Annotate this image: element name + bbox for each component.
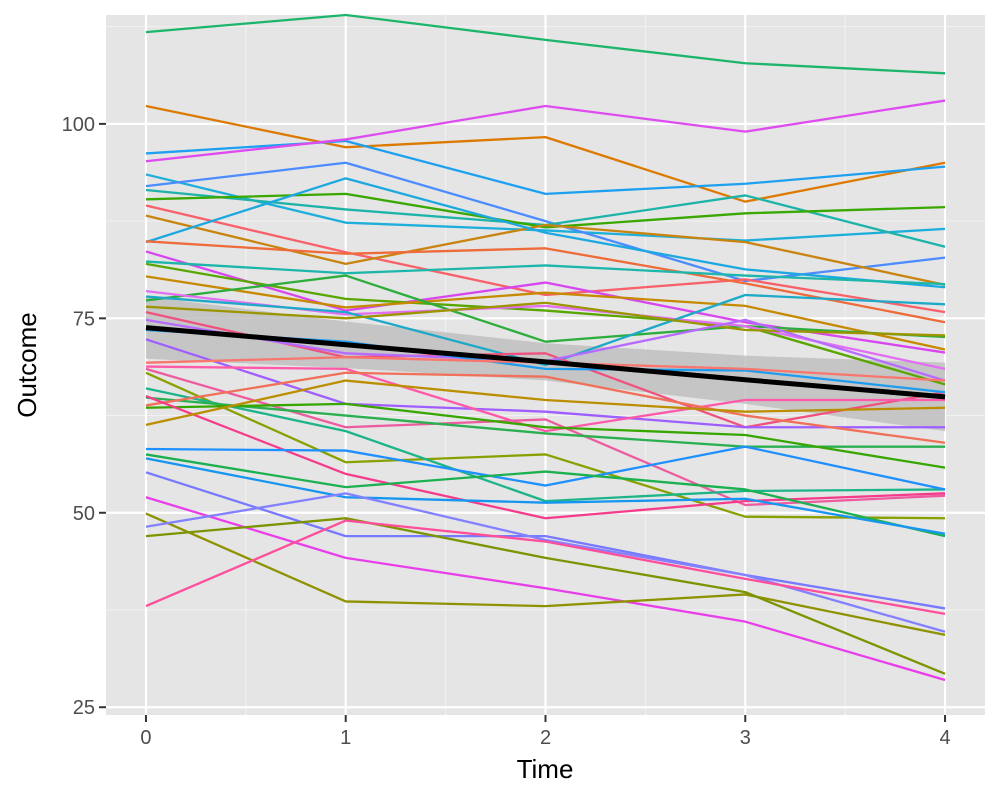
mean-trend-polyline [145,325,946,400]
series-line-s8 [145,192,946,229]
series-line-s31 [145,371,946,444]
series-line-s28 [145,371,946,520]
x-axis: 0 1 2 3 4 [140,715,951,749]
series-line-s16 [145,275,946,351]
series-line-s43 [145,519,946,616]
x-tick-label: 1 [340,727,351,749]
series-line-s11 [145,177,946,289]
y-axis-title: Outcome [12,312,42,418]
series-line-s17 [145,274,946,343]
series-line-s29 [145,387,946,503]
x-tick-label: 0 [140,727,151,749]
series-line-s34 [145,379,946,427]
series-line-s20 [145,301,946,337]
y-tick-label: 75 [73,308,95,330]
series-line-s27 [145,367,946,507]
series-line-s9 [145,204,946,314]
series-line-s33 [145,395,946,520]
x-tick-label: 3 [740,727,751,749]
y-tick-label: 100 [62,114,95,136]
series-line-s32 [145,402,946,469]
mean-trend-line [145,325,946,400]
series-line-s36 [145,453,946,538]
series-line-s1 [145,13,946,75]
series-line-s40 [145,512,946,637]
series-line-s15 [145,262,946,386]
x-tick-label: 4 [939,727,950,749]
series-line-s41 [145,492,946,633]
series-line-s35 [145,445,946,491]
series-line-s4 [145,99,946,163]
series-line-s12 [145,240,946,324]
series-line-s14 [145,260,946,286]
series-line-s24 [145,338,946,429]
series-line-s6 [145,161,946,283]
series-line-s26 [145,365,946,433]
x-axis-title: Time [517,754,574,784]
y-axis: 25 50 75 100 [62,114,106,719]
series-line-s2 [145,104,946,203]
series-lines [145,13,946,682]
series-line-s10 [145,214,946,287]
x-tick-label: 2 [540,727,551,749]
series-line-s3 [145,139,946,196]
y-tick-label: 50 [73,503,95,525]
series-line-s37 [145,457,946,535]
series-line-s42 [145,517,946,675]
series-line-s38 [145,471,946,610]
series-line-s19 [145,293,946,367]
series-line-s39 [145,496,946,682]
series-line-s5 [145,173,946,242]
y-tick-label: 25 [73,697,95,719]
